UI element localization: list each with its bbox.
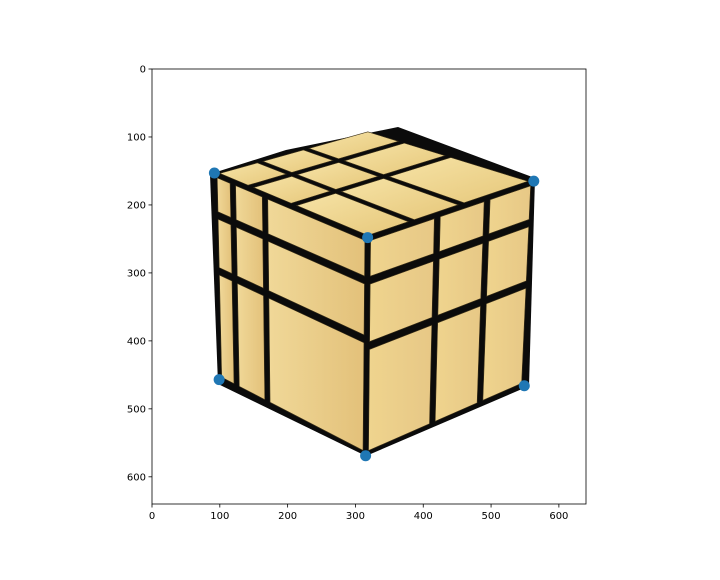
scatter-point bbox=[208, 167, 220, 179]
y-tick-label: 0 bbox=[140, 65, 146, 76]
cube-tile-left bbox=[237, 283, 266, 401]
cube-tile-right bbox=[369, 260, 434, 343]
cube-tile-left bbox=[217, 218, 233, 274]
y-tick-label: 200 bbox=[127, 200, 146, 211]
cube-tile-left bbox=[268, 297, 365, 451]
x-tick-label: 500 bbox=[482, 511, 501, 522]
cube-tile-right bbox=[434, 305, 481, 422]
cube-tile-left bbox=[267, 198, 366, 277]
cube-tile-left bbox=[219, 274, 235, 385]
cube-tile-right bbox=[368, 324, 433, 452]
cube-tile-right bbox=[369, 218, 435, 277]
cube-tile-right bbox=[486, 226, 530, 297]
cube-tile-right bbox=[437, 243, 484, 316]
y-tick-label: 500 bbox=[127, 404, 146, 415]
x-tick-label: 300 bbox=[346, 511, 365, 522]
cube-tile-right bbox=[488, 185, 531, 235]
cube-tile-top bbox=[295, 193, 410, 236]
x-tick-label: 600 bbox=[549, 511, 568, 522]
x-tick-label: 200 bbox=[278, 511, 297, 522]
cube-tile-top bbox=[252, 175, 331, 204]
cube-tile-left bbox=[216, 177, 232, 218]
cube-tile-left bbox=[235, 185, 263, 232]
cube-tile-top bbox=[261, 149, 334, 173]
x-tick-label: 400 bbox=[414, 511, 433, 522]
cube-tile-top bbox=[218, 162, 288, 186]
scatter-point bbox=[362, 232, 374, 244]
cube-tile-top bbox=[296, 162, 379, 190]
x-tick-label: 0 bbox=[149, 511, 155, 522]
cube-tile-top bbox=[307, 131, 400, 160]
cube-tile-right bbox=[439, 201, 485, 252]
mirror-cube-image bbox=[210, 127, 535, 456]
y-tick-label: 300 bbox=[127, 268, 146, 279]
cube-tile-top bbox=[340, 178, 460, 220]
scatter-point bbox=[528, 175, 540, 187]
cube-tile-left bbox=[267, 240, 365, 336]
cube-tile-top bbox=[388, 157, 529, 204]
cube-tile-left bbox=[236, 226, 264, 289]
scatter-point bbox=[518, 380, 530, 392]
scatter-point bbox=[213, 374, 225, 386]
y-tick-label: 400 bbox=[127, 336, 146, 347]
y-tick-label: 100 bbox=[127, 132, 146, 143]
y-tick-label: 600 bbox=[127, 472, 146, 483]
x-tick-label: 100 bbox=[210, 511, 229, 522]
axes-frame bbox=[151, 68, 587, 505]
scatter-point bbox=[360, 450, 372, 462]
cube-tile-top bbox=[343, 142, 446, 175]
